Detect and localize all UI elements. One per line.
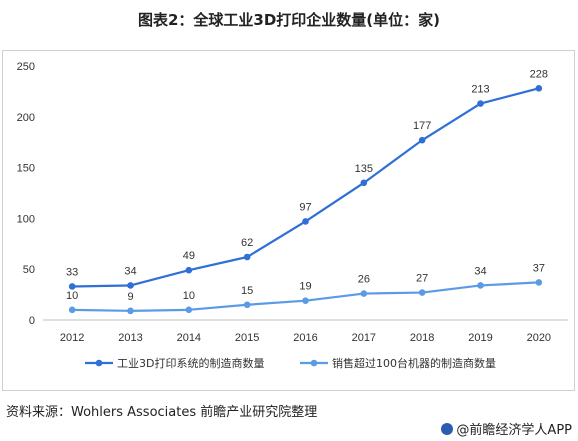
brand-label: @前瞻经济学人APP bbox=[456, 423, 572, 438]
data-label: 9 bbox=[127, 291, 133, 303]
legend-swatch-marker bbox=[310, 359, 318, 367]
legend-label: 销售超过100台机器的制造商数量 bbox=[332, 356, 496, 370]
y-tick-label: 100 bbox=[17, 213, 35, 225]
data-point bbox=[243, 301, 251, 309]
x-tick-label: 2016 bbox=[293, 332, 317, 344]
data-label: 49 bbox=[183, 250, 195, 262]
data-label: 97 bbox=[299, 201, 311, 213]
y-tick-label: 0 bbox=[29, 315, 35, 327]
data-label: 19 bbox=[299, 281, 311, 293]
x-tick-label: 2014 bbox=[177, 332, 201, 344]
data-point bbox=[360, 290, 368, 297]
data-point bbox=[185, 266, 193, 274]
data-label: 62 bbox=[241, 237, 253, 249]
data-point bbox=[68, 306, 76, 314]
y-tick-label: 250 bbox=[17, 61, 35, 73]
y-tick-label: 200 bbox=[17, 112, 35, 124]
data-point bbox=[477, 282, 484, 289]
data-label: 177 bbox=[413, 120, 431, 132]
data-label: 15 bbox=[241, 285, 253, 297]
data-point bbox=[477, 100, 484, 107]
brand-footer: @前瞻经济学人APP bbox=[441, 419, 572, 438]
data-label: 37 bbox=[533, 262, 545, 274]
x-tick-label: 2018 bbox=[410, 332, 434, 344]
data-label: 34 bbox=[474, 265, 486, 277]
chart-frame bbox=[2, 50, 575, 391]
y-tick-label: 150 bbox=[17, 163, 35, 175]
data-point bbox=[302, 218, 309, 225]
data-point bbox=[127, 282, 134, 289]
y-tick-label: 50 bbox=[23, 264, 35, 276]
data-point bbox=[535, 85, 543, 92]
data-label: 228 bbox=[530, 68, 548, 80]
legend-swatch-marker bbox=[95, 359, 103, 367]
x-tick-label: 2019 bbox=[468, 332, 492, 344]
legend-label: 工业3D打印系统的制造商数量 bbox=[117, 356, 264, 370]
data-label: 26 bbox=[358, 274, 370, 286]
x-tick-label: 2015 bbox=[235, 332, 259, 344]
x-tick-label: 2017 bbox=[352, 332, 376, 344]
data-point bbox=[418, 136, 426, 144]
data-label: 27 bbox=[416, 273, 428, 285]
data-point bbox=[185, 306, 193, 314]
data-point bbox=[535, 279, 543, 286]
data-point bbox=[360, 179, 368, 187]
series-line-1 bbox=[72, 87, 540, 288]
chart-title: 图表2：全球工业3D打印企业数量(单位：家) bbox=[137, 11, 441, 29]
x-tick-label: 2012 bbox=[60, 332, 84, 344]
data-label: 10 bbox=[183, 290, 195, 302]
x-tick-label: 2013 bbox=[118, 332, 142, 344]
data-label: 135 bbox=[355, 163, 373, 175]
data-label: 10 bbox=[66, 290, 78, 302]
source-note: 资料来源：Wohlers Associates 前瞻产业研究院整理 bbox=[6, 405, 318, 420]
data-label: 213 bbox=[471, 84, 489, 96]
data-point bbox=[243, 253, 251, 261]
data-point bbox=[418, 289, 426, 296]
data-label: 34 bbox=[124, 265, 136, 277]
data-label: 33 bbox=[66, 266, 78, 278]
data-point bbox=[302, 297, 309, 304]
brand-logo-icon bbox=[441, 422, 454, 435]
x-tick-label: 2020 bbox=[527, 332, 551, 344]
data-point bbox=[68, 283, 76, 290]
data-point bbox=[127, 307, 134, 315]
